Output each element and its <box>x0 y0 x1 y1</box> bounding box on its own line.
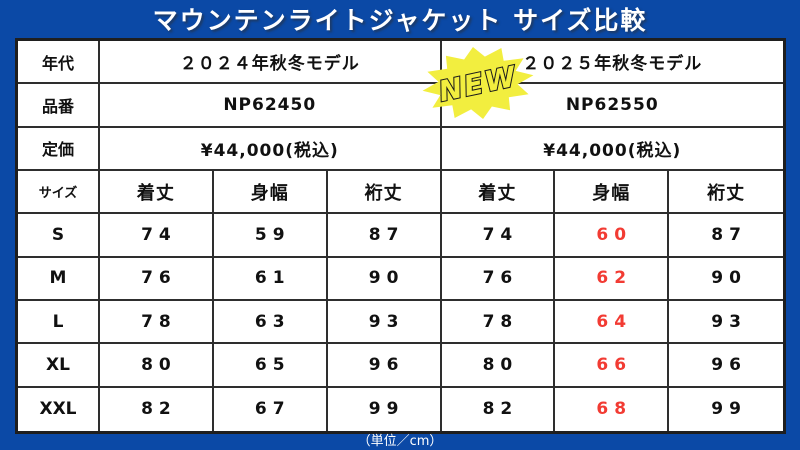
unit-note: （単位／cm） <box>357 434 443 449</box>
table-cell: 99 <box>327 387 442 431</box>
table-cell: 76 <box>100 257 214 301</box>
table-cell: 65 <box>213 344 328 388</box>
table-cell: 96 <box>327 344 442 388</box>
starburst-icon: NEW <box>422 47 534 119</box>
header-2025-chest-width: 身幅 <box>555 170 670 215</box>
size-row-l-label: L <box>18 300 100 345</box>
table-cell: 99 <box>669 387 783 431</box>
size-row-xxl-label: XXL <box>18 387 100 431</box>
table-cell: 76 <box>441 257 556 301</box>
table-cell-highlighted: 68 <box>555 387 670 431</box>
size-row-m-label: M <box>18 257 100 301</box>
size-column-header: サイズ <box>18 170 100 215</box>
model-2024-price: ¥44,000(税込) <box>100 127 442 171</box>
table-cell: 74 <box>441 214 556 258</box>
table-cell: 93 <box>327 300 442 345</box>
page-title: マウンテンライトジャケット サイズ比較 <box>152 6 648 35</box>
table-cell: 67 <box>213 387 328 431</box>
size-comparison-table: 年代 ２０２４年秋冬モデル ２０２５年秋冬モデル 品番 NP62450 NP62… <box>15 38 786 434</box>
table-cell-highlighted: 60 <box>555 214 670 258</box>
table-cell-highlighted: 62 <box>555 257 670 301</box>
table-cell: 87 <box>669 214 783 258</box>
table-cell: 63 <box>213 300 328 345</box>
model-2024-year: ２０２４年秋冬モデル <box>100 41 442 85</box>
table-cell: 90 <box>327 257 442 301</box>
table-cell: 61 <box>213 257 328 301</box>
model-2024-product-code: NP62450 <box>100 84 442 128</box>
table-cell: 82 <box>100 387 214 431</box>
model-2025-price: ¥44,000(税込) <box>441 127 783 171</box>
header-2024-chest-width: 身幅 <box>213 170 328 215</box>
header-2024-body-length: 着丈 <box>100 170 214 215</box>
table-cell: 93 <box>669 300 783 345</box>
table-cell: 90 <box>669 257 783 301</box>
table-cell: 80 <box>100 344 214 388</box>
table-cell: 82 <box>441 387 556 431</box>
table-cell: 59 <box>213 214 328 258</box>
size-row-xl-label: XL <box>18 344 100 388</box>
table-cell-highlighted: 66 <box>555 344 670 388</box>
table-cell-highlighted: 64 <box>555 300 670 345</box>
table-cell: 96 <box>669 344 783 388</box>
header-2025-sleeve-length: 裄丈 <box>669 170 783 215</box>
new-badge: NEW <box>417 39 538 128</box>
row-label-price: 定価 <box>18 127 100 171</box>
header-2025-body-length: 着丈 <box>441 170 556 215</box>
size-row-s-label: S <box>18 214 100 258</box>
table-cell: 74 <box>100 214 214 258</box>
header-2024-sleeve-length: 裄丈 <box>327 170 442 215</box>
table-cell: 78 <box>100 300 214 345</box>
row-label-product-code: 品番 <box>18 84 100 128</box>
row-label-year: 年代 <box>18 41 100 85</box>
table-cell: 78 <box>441 300 556 345</box>
table-cell: 80 <box>441 344 556 388</box>
table-cell: 87 <box>327 214 442 258</box>
